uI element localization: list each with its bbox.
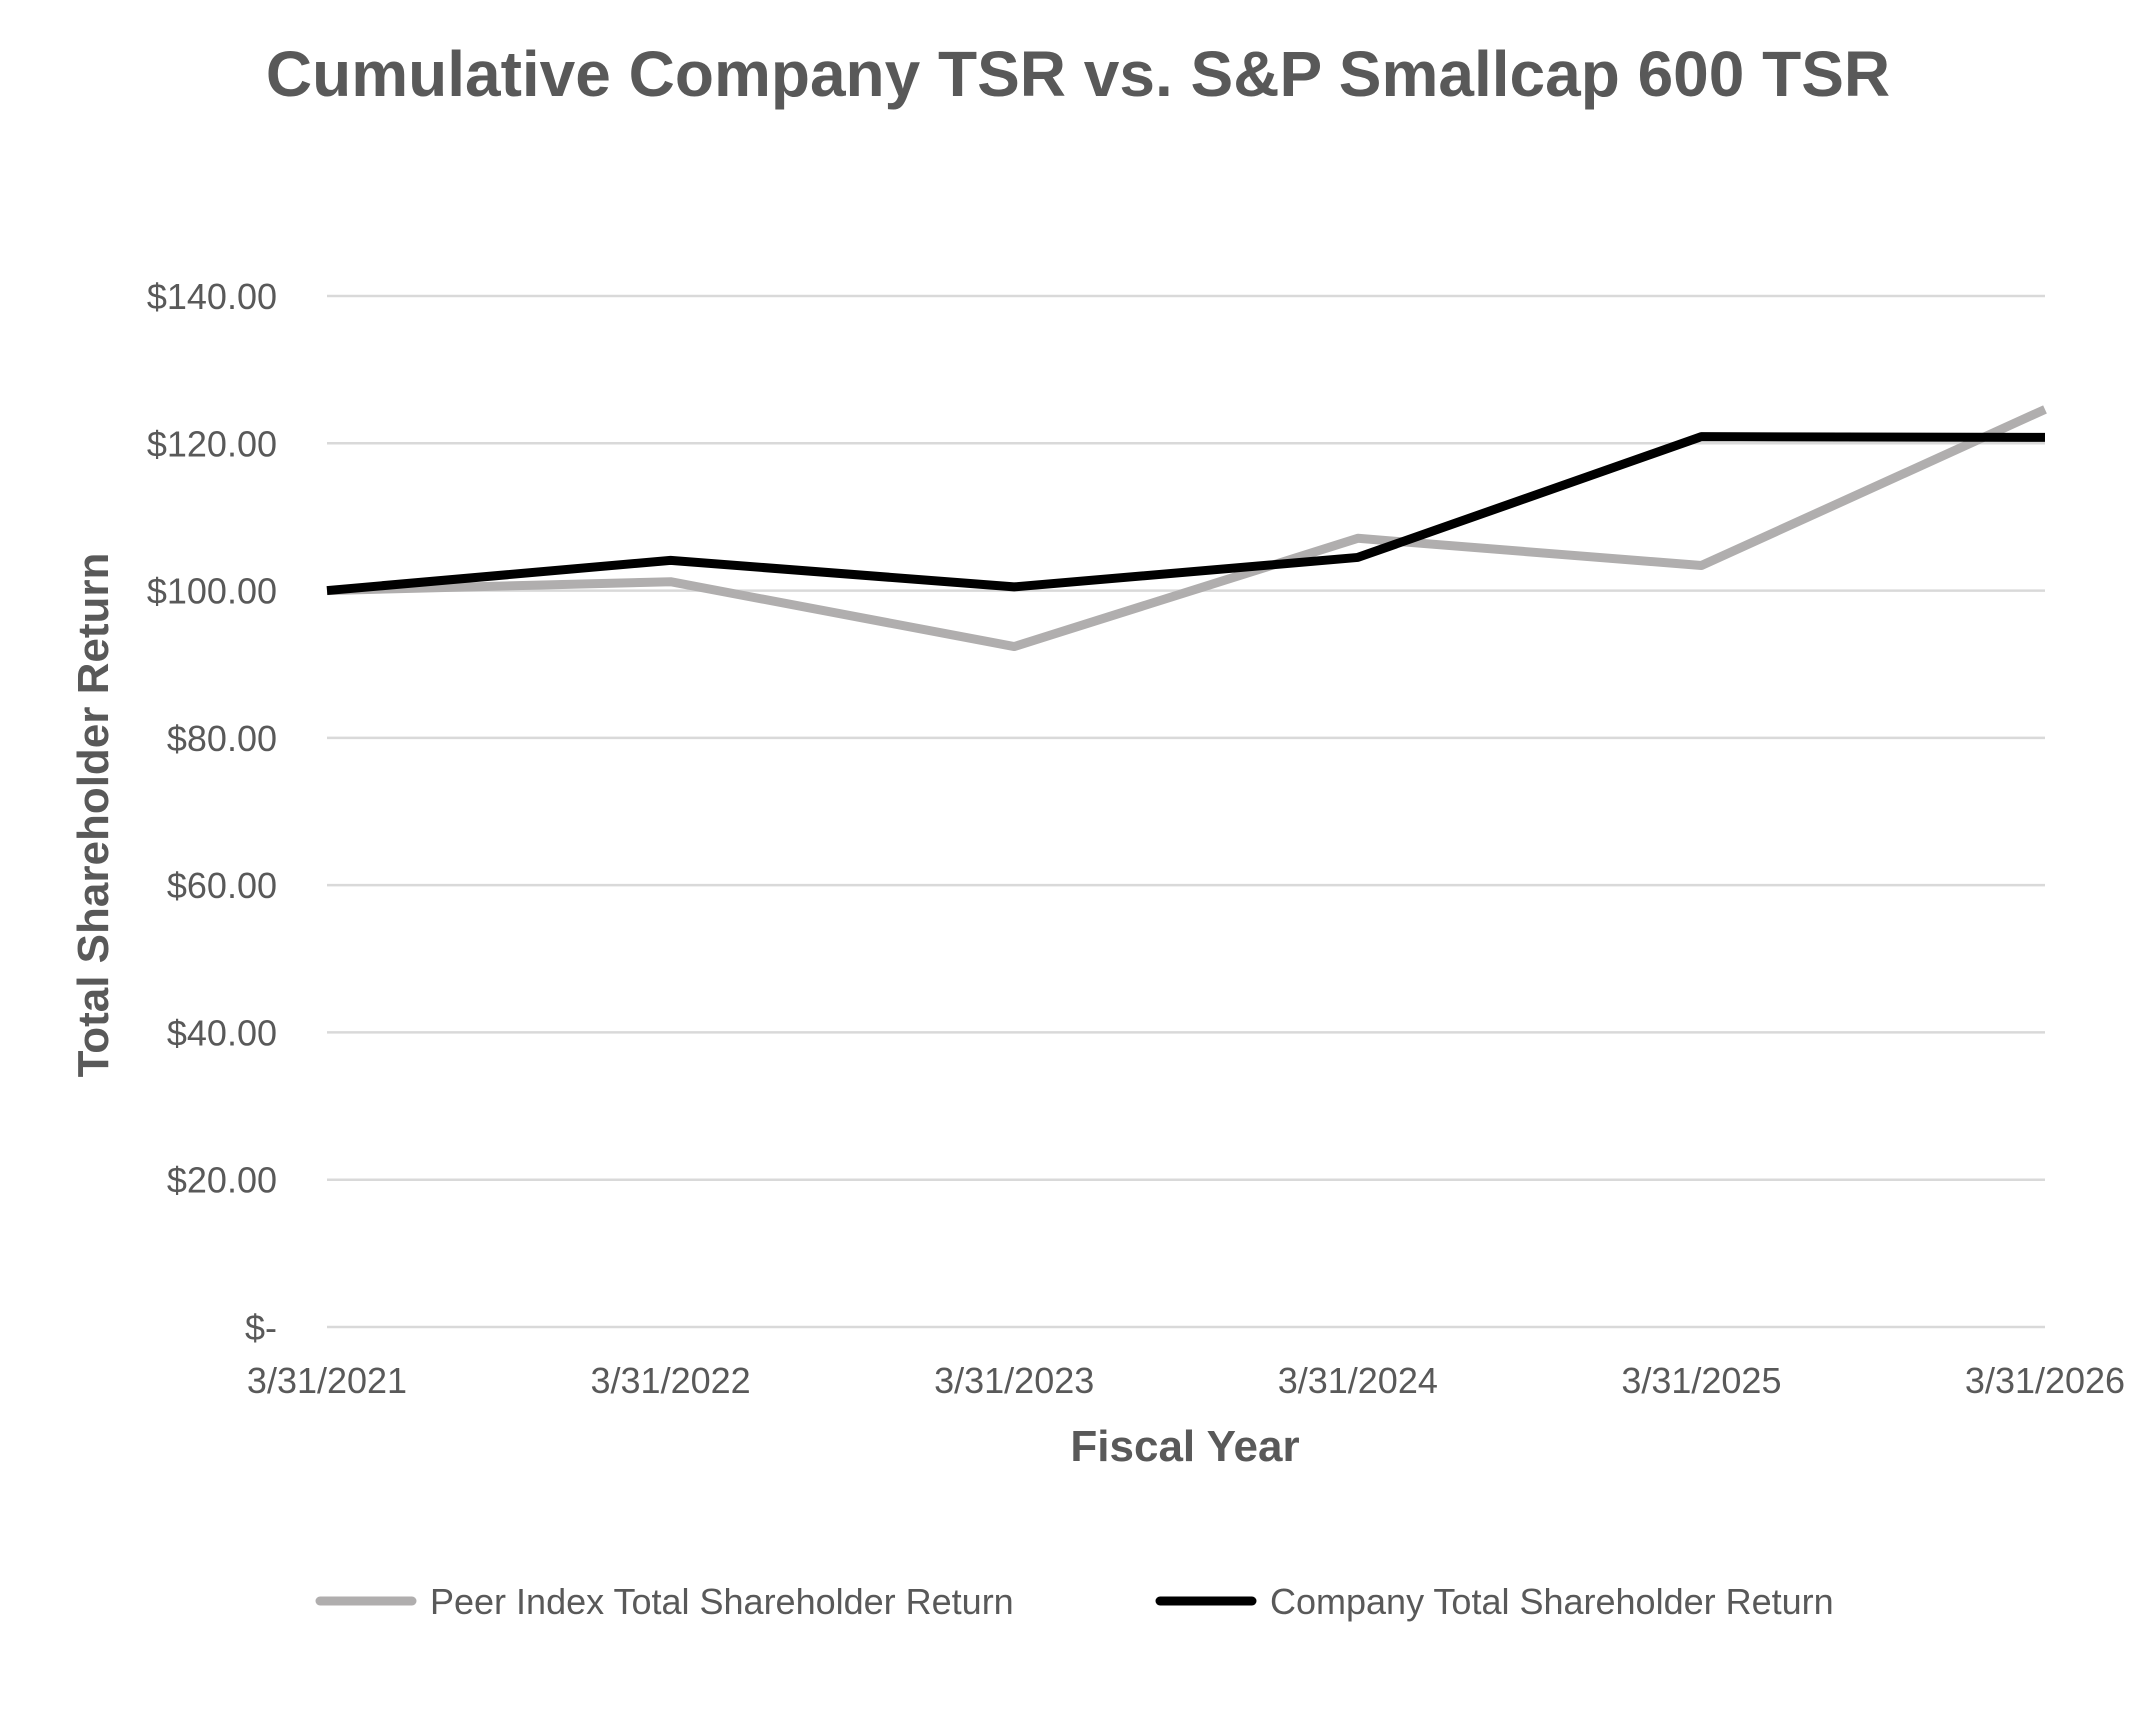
legend-label: Company Total Shareholder Return <box>1270 1581 1834 1622</box>
legend-label: Peer Index Total Shareholder Return <box>430 1581 1014 1622</box>
legend-item: Company Total Shareholder Return <box>1155 1581 1834 1622</box>
y-tick-label: $40.00 <box>167 1012 277 1053</box>
x-tick-label: 3/31/2022 <box>591 1360 751 1401</box>
x-tick-label: 3/31/2026 <box>1965 1360 2125 1401</box>
x-axis-title: Fiscal Year <box>1070 1422 1299 1471</box>
series-lines <box>326 405 2047 652</box>
y-axis-ticks: $- $20.00 $40.00 $60.00 $80.00 $100.00 $120.00… <box>147 276 277 1348</box>
x-tick-label: 3/31/2024 <box>1278 1360 1438 1401</box>
x-axis-ticks: 3/31/2021 3/31/2022 3/31/2023 3/31/2024 3/31… <box>247 1360 2125 1401</box>
y-tick-label: $80.00 <box>167 718 277 759</box>
y-tick-label: $120.00 <box>147 423 277 464</box>
y-tick-label: $140.00 <box>147 276 277 317</box>
y-tick-label: $- <box>245 1307 277 1348</box>
y-axis-title: Total Shareholder Return <box>69 553 118 1078</box>
x-tick-label: 3/31/2023 <box>934 1360 1094 1401</box>
x-tick-label: 3/31/2021 <box>247 1360 407 1401</box>
legend: Peer Index Total Shareholder Return Compa… <box>315 1581 1834 1622</box>
y-tick-label: $100.00 <box>147 571 277 612</box>
chart-title: Cumulative Company TSR vs. S&P Smallcap … <box>266 38 1890 110</box>
series-line-0 <box>326 405 2047 652</box>
x-tick-label: 3/31/2025 <box>1621 1360 1781 1401</box>
series-line-1 <box>326 432 2046 596</box>
legend-item: Peer Index Total Shareholder Return <box>315 1581 1014 1622</box>
y-tick-label: $20.00 <box>167 1160 277 1201</box>
y-gridlines <box>327 294 2045 1329</box>
y-tick-label: $60.00 <box>167 865 277 906</box>
